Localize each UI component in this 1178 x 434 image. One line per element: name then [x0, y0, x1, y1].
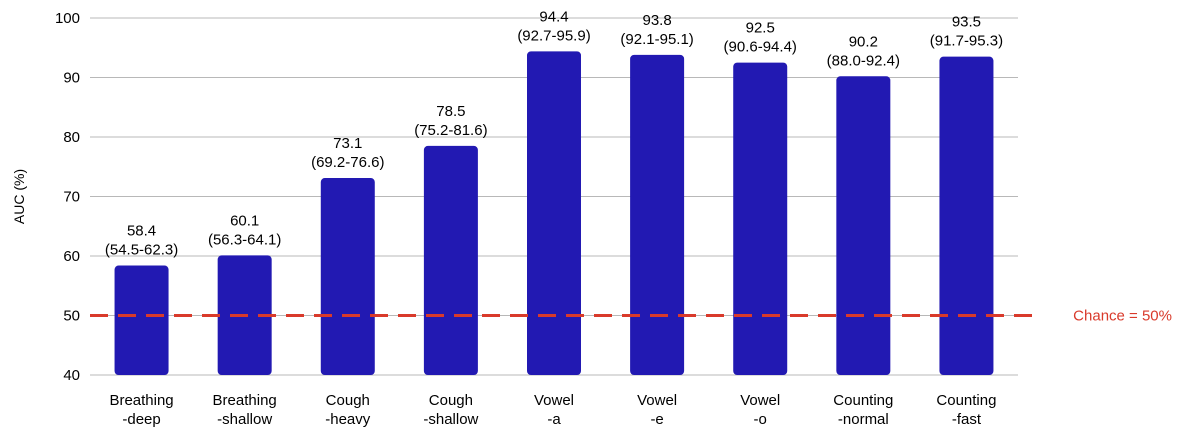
- bar-value-label: 73.1: [333, 135, 362, 152]
- bar-ci-label: (88.0-92.4): [827, 52, 900, 69]
- x-axis-ticks: Breathing -deep Breathing -shallow Cough -hea…: [109, 392, 996, 428]
- y-axis-ticks: 40 50 60 70 80 90 100: [55, 10, 80, 384]
- y-tick-label: 90: [63, 70, 80, 87]
- data-labels: 58.4 (54.5-62.3) 60.1 (56.3-64.1) 73.1 (69.2-…: [105, 8, 1003, 258]
- bar-ci-label: (75.2-81.6): [414, 122, 487, 139]
- bar: [733, 62, 788, 375]
- bars: [114, 51, 994, 376]
- bar-ci-label: (56.3-64.1): [208, 231, 281, 248]
- x-tick-label: Counting: [936, 392, 996, 409]
- bar-value-label: 93.8: [643, 12, 672, 29]
- bar-ci-label: (69.2-76.6): [311, 154, 384, 171]
- x-tick-label: Vowel: [637, 392, 677, 409]
- x-tick-label: -o: [754, 411, 767, 428]
- y-tick-label: 40: [63, 367, 80, 384]
- x-tick-label: Cough: [326, 392, 370, 409]
- y-tick-label: 80: [63, 129, 80, 146]
- x-tick-label: -shallow: [423, 411, 478, 428]
- y-tick-label: 60: [63, 248, 80, 265]
- reference-line-group: Chance = 50%: [90, 308, 1172, 325]
- bar-ci-label: (92.1-95.1): [620, 31, 693, 48]
- x-tick-label: -fast: [952, 411, 982, 428]
- bar: [939, 56, 994, 376]
- bar-value-label: 94.4: [539, 8, 568, 25]
- bar: [527, 51, 581, 375]
- bar-value-label: 78.5: [436, 103, 465, 120]
- bar: [630, 54, 685, 375]
- bar-ci-label: (54.5-62.3): [105, 242, 178, 259]
- x-tick-label: -shallow: [217, 411, 272, 428]
- y-tick-label: 50: [63, 308, 80, 325]
- bar-ci-label: (91.7-95.3): [930, 33, 1003, 50]
- bar: [423, 145, 478, 375]
- bar-ci-label: (92.7-95.9): [517, 27, 590, 44]
- x-tick-label: -e: [650, 411, 663, 428]
- bar-value-label: 60.1: [230, 212, 259, 229]
- bar-value-label: 58.4: [127, 223, 156, 240]
- x-tick-label: -heavy: [325, 411, 371, 428]
- bar: [836, 76, 891, 375]
- bar-ci-label: (90.6-94.4): [724, 39, 797, 56]
- x-tick-label: -deep: [122, 411, 160, 428]
- y-tick-label: 70: [63, 189, 80, 206]
- x-tick-label: -a: [547, 411, 561, 428]
- bar-value-label: 90.2: [849, 33, 878, 50]
- bar-value-label: 93.5: [952, 14, 981, 31]
- bar: [114, 265, 169, 375]
- x-tick-label: Cough: [429, 392, 473, 409]
- bar: [320, 178, 375, 375]
- y-tick-label: 100: [55, 10, 80, 27]
- x-tick-label: Counting: [833, 392, 893, 409]
- x-tick-label: Breathing: [109, 392, 173, 409]
- x-tick-label: -normal: [838, 411, 889, 428]
- y-axis-label: AUC (%): [11, 169, 27, 224]
- x-tick-label: Breathing: [213, 392, 277, 409]
- bar-value-label: 92.5: [746, 20, 775, 37]
- chance-reference-label: Chance = 50%: [1073, 308, 1172, 325]
- x-tick-label: Vowel: [534, 392, 574, 409]
- x-tick-label: Vowel: [740, 392, 780, 409]
